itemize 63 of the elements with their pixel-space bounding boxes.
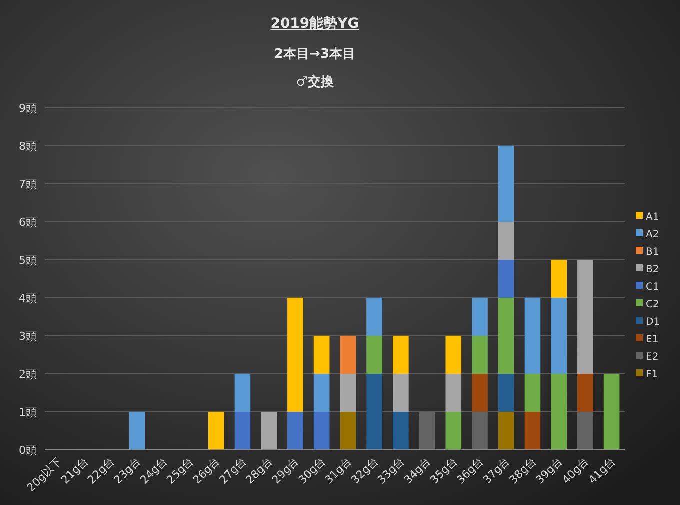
bar bbox=[340, 336, 356, 374]
bar bbox=[288, 298, 304, 412]
bar bbox=[393, 412, 409, 450]
chart-title: 2019能勢YG bbox=[270, 16, 360, 32]
bar bbox=[498, 146, 514, 222]
bar bbox=[129, 412, 146, 450]
bar bbox=[340, 412, 356, 450]
legend-label: A1 bbox=[646, 212, 660, 223]
bar bbox=[551, 298, 567, 374]
chart-subtitle: 2本目→3本目 bbox=[274, 47, 356, 62]
bar bbox=[366, 336, 382, 374]
y-tick-label: 9頭 bbox=[19, 102, 37, 115]
y-tick-label: 7頭 bbox=[19, 178, 37, 191]
bar bbox=[578, 374, 594, 412]
bar bbox=[288, 412, 304, 450]
text: ♂交換 bbox=[296, 74, 335, 90]
bar bbox=[578, 260, 594, 374]
bar bbox=[446, 412, 462, 450]
legend-label: C2 bbox=[646, 300, 660, 310]
bar bbox=[472, 336, 488, 374]
y-tick-label: 6頭 bbox=[19, 216, 37, 229]
bar bbox=[366, 374, 382, 450]
bar bbox=[524, 374, 541, 412]
legend-label: B2 bbox=[646, 264, 660, 276]
bar bbox=[366, 298, 382, 336]
legend-label: D1 bbox=[646, 317, 660, 328]
y-tick-label: 2頭 bbox=[19, 368, 37, 381]
bar bbox=[234, 374, 251, 412]
bar bbox=[393, 336, 409, 374]
bar bbox=[314, 336, 330, 374]
y-tick-label: 1頭 bbox=[19, 406, 37, 419]
bar bbox=[393, 374, 409, 412]
legend-label: A2 bbox=[646, 230, 660, 240]
bar bbox=[498, 222, 514, 260]
bar bbox=[208, 412, 224, 450]
legend-label: B1 bbox=[646, 247, 660, 258]
bar bbox=[472, 374, 488, 412]
bar bbox=[551, 374, 567, 450]
bar bbox=[446, 336, 462, 374]
bar bbox=[524, 412, 541, 450]
y-tick-label: 4頭 bbox=[19, 292, 37, 305]
bar bbox=[498, 260, 514, 298]
bar bbox=[604, 374, 620, 450]
bar bbox=[234, 412, 251, 450]
bar bbox=[524, 298, 541, 374]
bar bbox=[314, 374, 330, 412]
bar bbox=[498, 374, 514, 412]
legend-label: C1 bbox=[646, 282, 660, 293]
y-tick-label: 8頭 bbox=[19, 140, 37, 153]
legend-label: E2 bbox=[646, 352, 659, 363]
bar bbox=[498, 412, 514, 450]
legend-label: F1 bbox=[646, 370, 658, 380]
y-tick-label: 0頭 bbox=[19, 444, 37, 457]
y-tick-label: 3頭 bbox=[19, 330, 37, 343]
bar bbox=[261, 412, 277, 450]
legend-label: E1 bbox=[646, 334, 659, 346]
bar bbox=[498, 298, 514, 374]
bar bbox=[340, 374, 356, 412]
bar bbox=[314, 412, 330, 450]
y-tick-label: 5頭 bbox=[19, 254, 37, 267]
bar bbox=[446, 374, 462, 412]
bar bbox=[472, 298, 488, 336]
bar bbox=[551, 260, 567, 298]
